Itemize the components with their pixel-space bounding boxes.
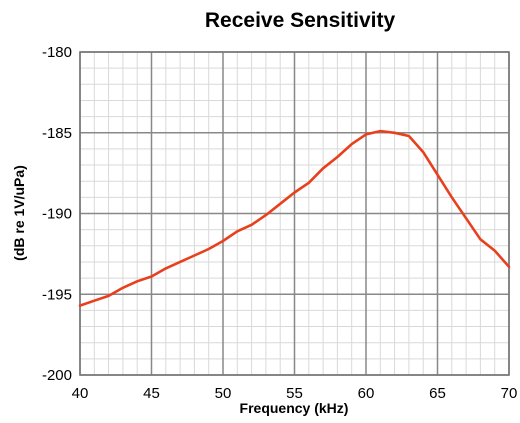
x-axis-label: Frequency (kHz) [240, 400, 349, 416]
x-tick-label: 40 [72, 385, 89, 402]
x-tick-label: 50 [215, 385, 232, 402]
x-tick-label: 70 [501, 385, 518, 402]
series-layer [78, 129, 511, 307]
y-tick-label: -200 [42, 367, 72, 384]
sensitivity-line [78, 129, 511, 307]
x-tick-label: 65 [429, 385, 446, 402]
y-tick-label: -195 [42, 286, 72, 303]
x-tick-label: 60 [358, 385, 375, 402]
x-tick-label: 45 [143, 385, 160, 402]
y-tick-labels: -180 -185 -190 -195 -200 [42, 44, 72, 384]
y-tick-label: -185 [42, 125, 72, 142]
x-tick-labels: 40 45 50 55 60 65 70 [72, 385, 518, 402]
x-tick-label: 55 [286, 385, 303, 402]
y-axis-label: (dB re 1V/uPa) [11, 165, 27, 261]
y-tick-label: -180 [42, 44, 72, 61]
y-tick-label: -190 [42, 206, 72, 223]
plot-frame [79, 51, 510, 376]
chart-title: Receive Sensitivity [205, 9, 396, 32]
